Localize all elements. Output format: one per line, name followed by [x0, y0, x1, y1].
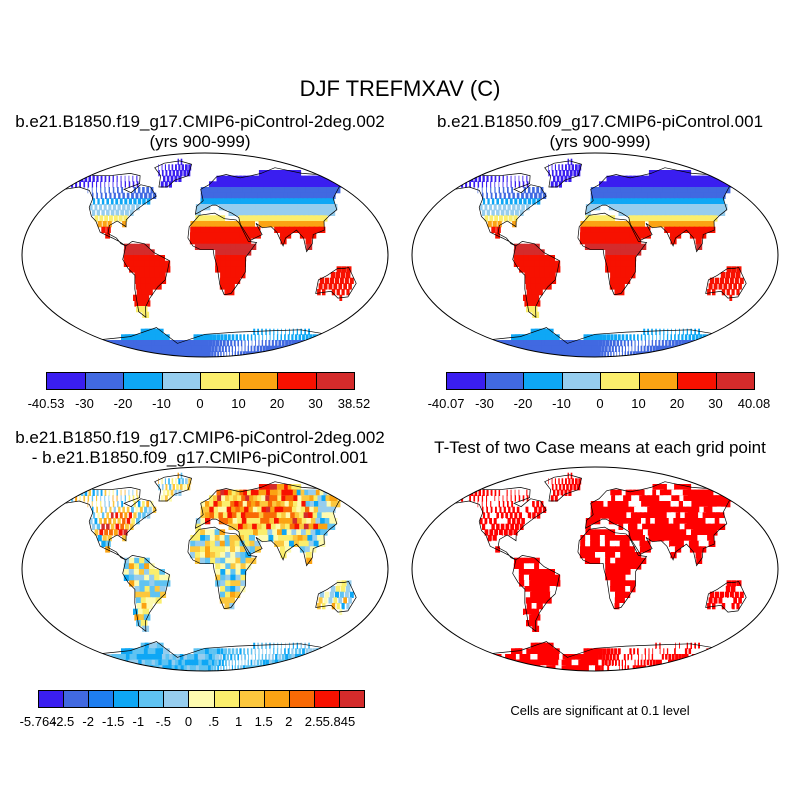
- colorbar-label: -30: [75, 396, 94, 411]
- panel-title-case1: b.e21.B1850.f19_g17.CMIP6-piControl-2deg…: [0, 112, 400, 152]
- colorbar-swatch: [677, 372, 717, 390]
- colorbar-swatch: [715, 372, 755, 390]
- colorbar-label: 2: [285, 714, 293, 729]
- colorbar-swatch: [338, 690, 365, 708]
- colorbar-label: -40.07: [427, 396, 465, 411]
- figure-title: DJF TREFMXAV (C): [299, 76, 501, 101]
- colorbar-swatch: [238, 690, 265, 708]
- map-case2: [411, 152, 779, 358]
- colorbar-label: 0: [596, 396, 604, 411]
- panel-title-case2-line2: (yrs 900-999): [549, 132, 651, 151]
- colorbar-label: -40.53: [27, 396, 65, 411]
- colorbar-swatch: [46, 372, 86, 390]
- colorbar-swatch: [277, 372, 317, 390]
- colorbar-label: 0: [196, 396, 204, 411]
- colorbar-label: 20: [669, 396, 685, 411]
- panel-title-case1-line2: (yrs 900-999): [149, 132, 251, 151]
- colorbar-label: 1.5: [254, 714, 273, 729]
- colorbar-swatch: [161, 372, 201, 390]
- colorbar-label: 1: [234, 714, 243, 729]
- panel-title-case2-line1: b.e21.B1850.f09_g17.CMIP6-piControl.001: [436, 112, 764, 131]
- colorbar-swatch: [123, 372, 163, 390]
- significance-note: Cells are significant at 0.1 level: [510, 703, 690, 718]
- colorbar-label: 0: [184, 714, 193, 729]
- colorbar-label: -.5: [155, 714, 171, 729]
- colorbar-label: -10: [152, 396, 171, 411]
- colorbar-label: -5.764: [19, 714, 57, 729]
- colorbar-label: -20: [113, 396, 133, 411]
- colorbar-swatch: [163, 690, 190, 708]
- colorbar-swatch: [484, 372, 524, 390]
- colorbar-swatch: [238, 372, 278, 390]
- colorbar-swatch: [63, 690, 90, 708]
- colorbar-swatch: [113, 690, 140, 708]
- colorbar-swatch: [200, 372, 240, 390]
- colorbar-swatch: [523, 372, 563, 390]
- colorbar-swatch: [446, 372, 486, 390]
- map-difference: [21, 466, 389, 672]
- colorbar-swatch: [600, 372, 640, 390]
- colorbar-label: -10: [552, 396, 571, 411]
- colorbar-label: -30: [475, 396, 494, 411]
- colorbar-swatch: [288, 690, 315, 708]
- colorbar-swatch: [638, 372, 678, 390]
- panel-title-diff-line1: b.e21.B1850.f19_g17.CMIP6-piControl-2deg…: [15, 428, 385, 447]
- panel-title-case2: b.e21.B1850.f09_g17.CMIP6-piControl.001 …: [400, 112, 800, 152]
- panel-title-diff-line2: - b.e21.B1850.f09_g17.CMIP6-piControl.00…: [31, 448, 369, 467]
- colorbar-label: 10: [631, 396, 646, 411]
- colorbar-label: 5.845: [322, 714, 356, 729]
- colorbar-swatch: [263, 690, 290, 708]
- colorbar-label: 2.5: [304, 714, 323, 729]
- colorbar-label: 10: [231, 396, 246, 411]
- colorbar-label: 20: [269, 396, 285, 411]
- colorbar-label: -2.5: [51, 714, 75, 729]
- colorbar-swatch: [38, 690, 65, 708]
- panel-title-ttest: T-Test of two Case means at each grid po…: [434, 438, 766, 457]
- colorbar-swatch: [313, 690, 340, 708]
- colorbar-swatch: [213, 690, 240, 708]
- colorbar-case2: -40.07 -30 -20 -10 0 10 20 30 40.08: [428, 372, 770, 412]
- colorbar-label: 38.52: [337, 396, 371, 411]
- colorbar-swatch: [84, 372, 124, 390]
- colorbar-label: 30: [308, 396, 323, 411]
- colorbar-swatch: [188, 690, 215, 708]
- panel-title-diff: b.e21.B1850.f19_g17.CMIP6-piControl-2deg…: [0, 428, 400, 468]
- colorbar-label: .5: [208, 714, 219, 729]
- colorbar-label: -1: [132, 714, 145, 729]
- colorbar-swatch: [561, 372, 601, 390]
- colorbar-label: -20: [513, 396, 533, 411]
- colorbar-label: 30: [708, 396, 723, 411]
- colorbar-label: 40.08: [737, 396, 771, 411]
- colorbar-swatch: [88, 690, 115, 708]
- map-case1: [21, 152, 389, 358]
- colorbar-label: -1.5: [102, 714, 125, 729]
- colorbar-case1: -40.53 -30 -20 -10 0 10 20 30 38.52: [28, 372, 370, 412]
- colorbar-label: -2: [82, 714, 94, 729]
- colorbar-swatch: [138, 690, 165, 708]
- colorbar-difference: -5.764 -2.5 -2 -1.5 -1 -.5 0 .5 1 1.5 2 2.5 5.845: [20, 690, 365, 730]
- colorbar-swatch: [315, 372, 355, 390]
- panel-title-case1-line1: b.e21.B1850.f19_g17.CMIP6-piControl-2deg…: [15, 112, 385, 131]
- map-ttest: [411, 466, 779, 672]
